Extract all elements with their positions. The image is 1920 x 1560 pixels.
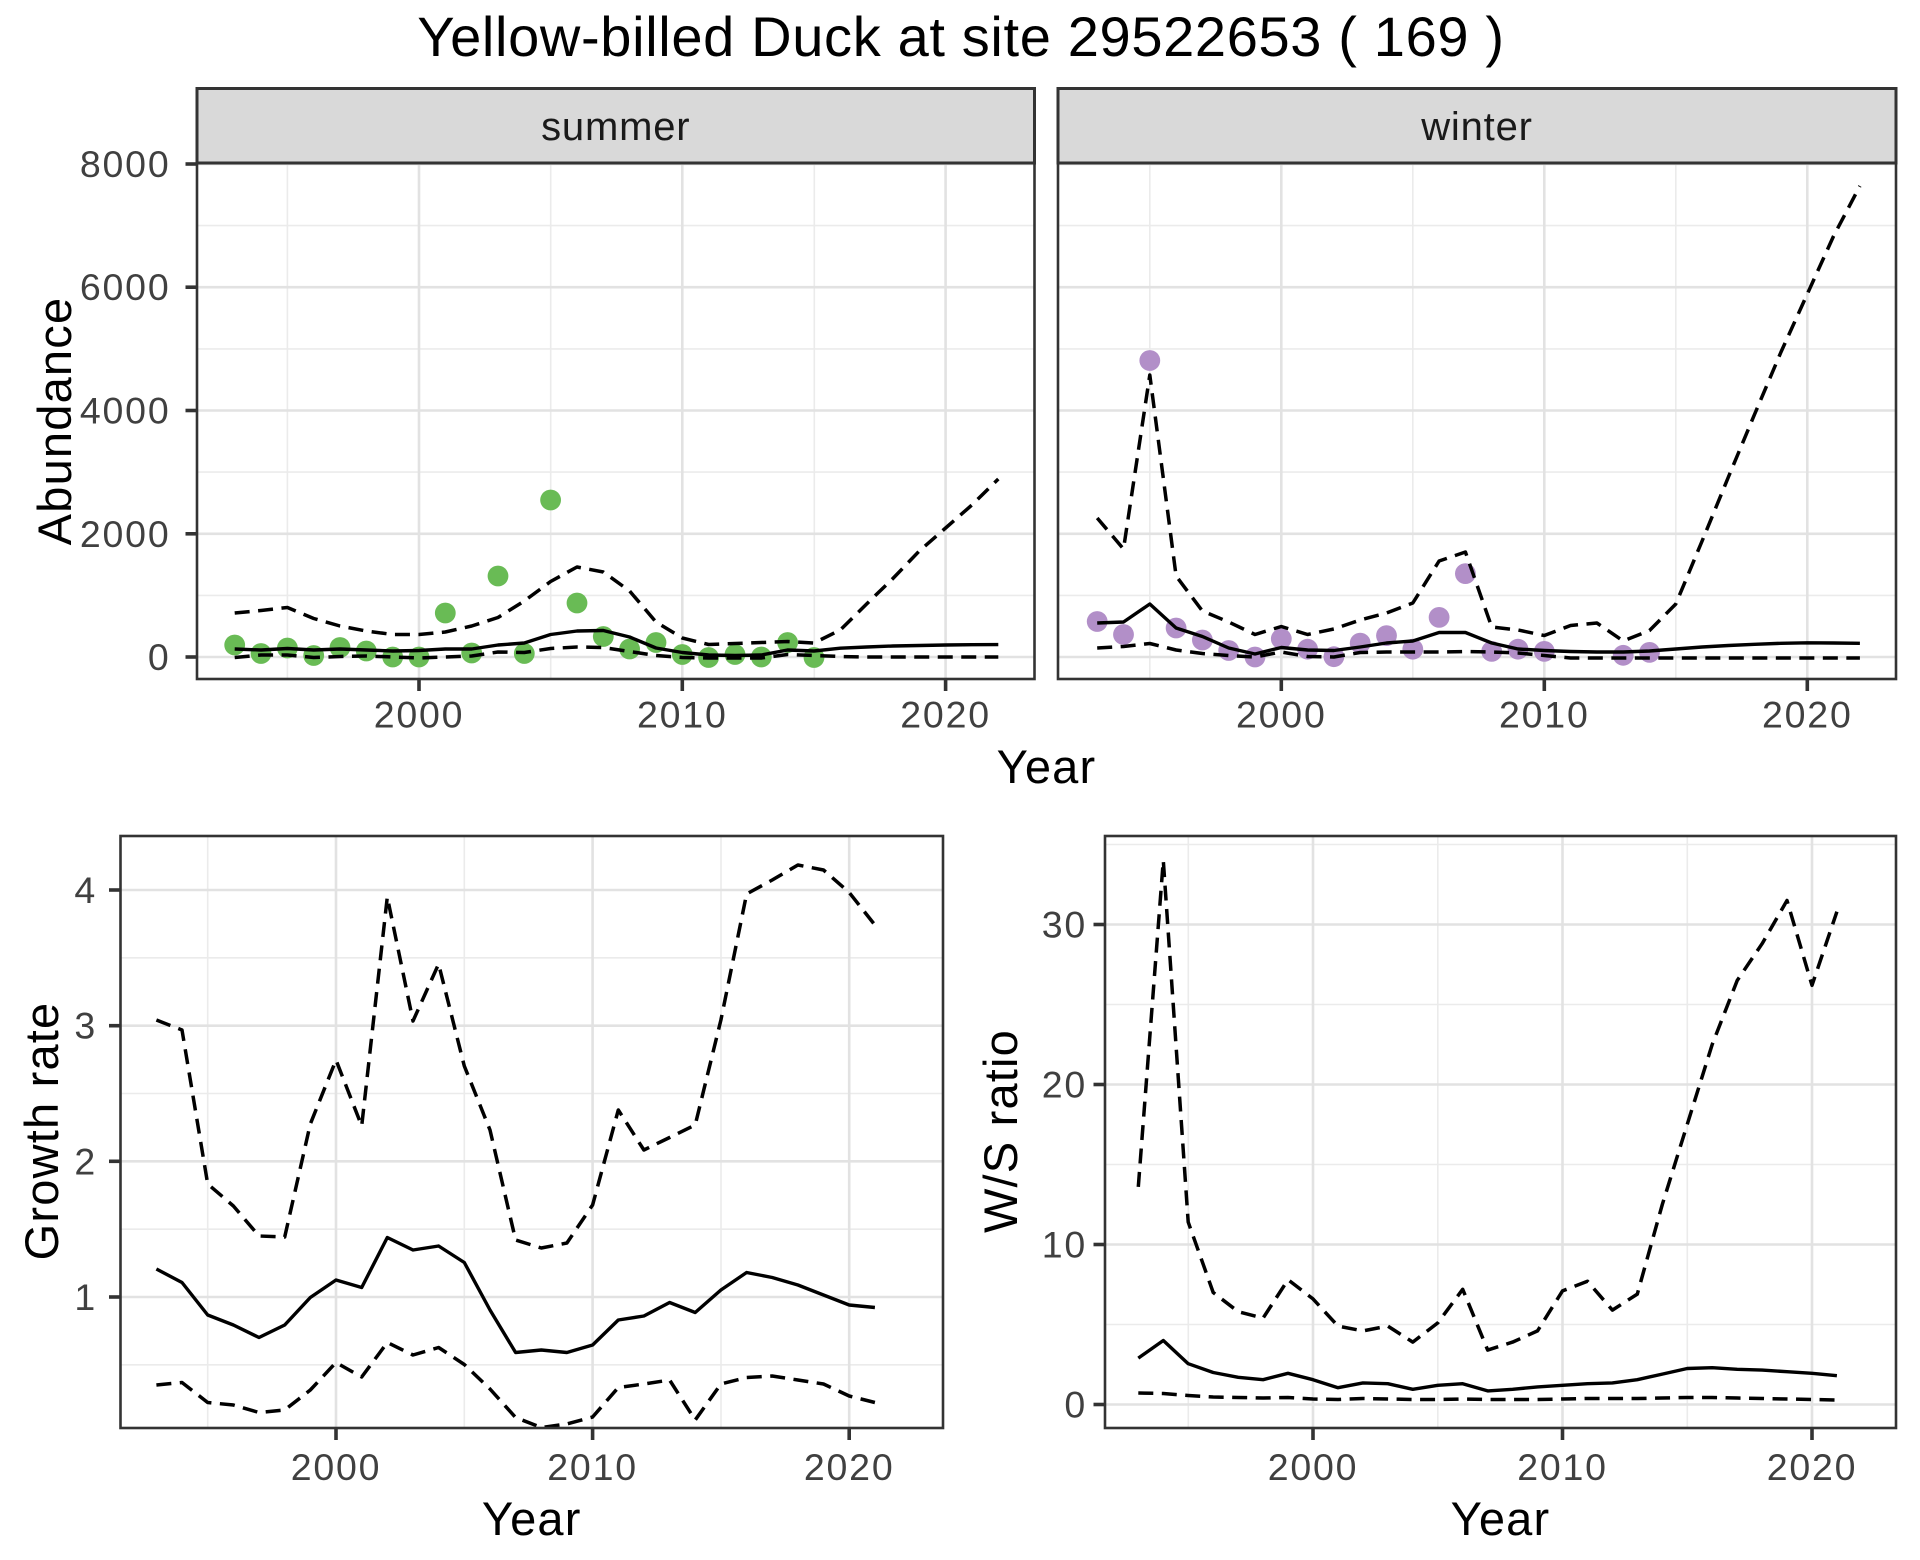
svg-text:Year: Year: [1451, 1492, 1551, 1545]
svg-text:2010: 2010: [1517, 1446, 1608, 1488]
svg-text:2010: 2010: [1499, 694, 1590, 736]
svg-text:8000: 8000: [80, 143, 171, 185]
svg-text:Growth rate: Growth rate: [15, 1002, 68, 1261]
svg-text:4000: 4000: [80, 390, 171, 432]
svg-text:2020: 2020: [900, 694, 991, 736]
svg-text:2000: 2000: [1236, 694, 1327, 736]
svg-text:Year: Year: [482, 1492, 582, 1545]
svg-text:2000: 2000: [80, 513, 171, 555]
svg-text:2020: 2020: [1762, 694, 1853, 736]
svg-text:winter: winter: [1420, 105, 1533, 149]
svg-text:W/S ratio: W/S ratio: [974, 1029, 1027, 1233]
svg-text:6000: 6000: [80, 266, 171, 308]
svg-text:Year: Year: [997, 740, 1097, 793]
svg-text:2000: 2000: [1268, 1446, 1359, 1488]
svg-text:3: 3: [74, 1005, 97, 1047]
svg-text:4: 4: [74, 869, 97, 911]
svg-text:0: 0: [1064, 1384, 1087, 1426]
svg-text:2: 2: [74, 1140, 97, 1182]
svg-text:20: 20: [1042, 1064, 1087, 1106]
svg-text:30: 30: [1042, 904, 1087, 946]
svg-text:summer: summer: [541, 105, 690, 149]
svg-text:2020: 2020: [804, 1446, 895, 1488]
svg-text:2000: 2000: [291, 1446, 382, 1488]
svg-text:Abundance: Abundance: [28, 297, 81, 546]
svg-text:0: 0: [148, 636, 171, 678]
svg-text:2010: 2010: [637, 694, 728, 736]
svg-text:2000: 2000: [374, 694, 465, 736]
svg-text:2020: 2020: [1767, 1446, 1858, 1488]
svg-text:10: 10: [1042, 1224, 1087, 1266]
svg-text:2010: 2010: [547, 1446, 638, 1488]
svg-text:Yellow-billed Duck at site 295: Yellow-billed Duck at site 29522653 ( 16…: [417, 5, 1504, 68]
svg-text:1: 1: [74, 1276, 97, 1318]
